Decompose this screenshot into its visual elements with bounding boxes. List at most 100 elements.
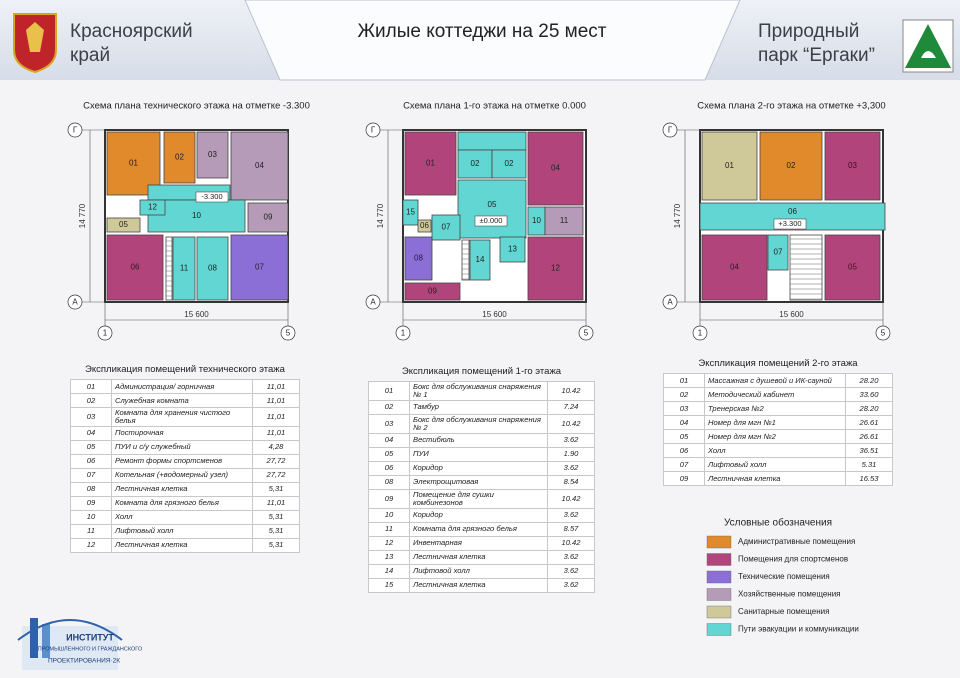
room-name: Коридор xyxy=(409,507,548,523)
table-row: 03 Тренерская №2 28.20 xyxy=(663,401,893,416)
room xyxy=(230,234,289,301)
room xyxy=(461,239,470,281)
legend-swatch xyxy=(706,553,732,566)
room xyxy=(824,131,881,201)
table-row: 01 Бокс для обслуживания снаряжения № 1 10… xyxy=(368,381,595,401)
room-area: 27,72 xyxy=(252,467,300,483)
room-name: Номер для мгн №2 xyxy=(704,429,846,444)
room xyxy=(527,236,584,301)
room-area: 3.62 xyxy=(547,549,595,565)
room-area: 11,01 xyxy=(252,379,300,394)
room-number: 07 xyxy=(442,223,451,232)
room-number: 07 xyxy=(255,263,264,272)
room-area: 4,28 xyxy=(252,439,300,455)
room-area: 27,72 xyxy=(252,453,300,469)
room-area: 36.51 xyxy=(845,443,893,458)
room-name: Вестибюль xyxy=(409,432,548,448)
room-number: 03 xyxy=(848,161,857,170)
legend-title: Условные обозначения xyxy=(724,517,832,529)
room xyxy=(491,149,527,179)
room xyxy=(701,131,758,201)
axis-label: 1 xyxy=(401,329,406,338)
room-number: 12 xyxy=(148,203,157,212)
axis-label: 5 xyxy=(286,329,291,338)
room xyxy=(230,131,289,201)
room xyxy=(404,131,457,196)
table-row: 01 Массажная с душевой и ИК-сауной 28.20 xyxy=(663,373,893,388)
room-number: 14 xyxy=(476,255,485,264)
room-number: 10 xyxy=(70,509,112,525)
room xyxy=(247,202,289,233)
table-row: 03 Комната для хранения чистого белья 11,0… xyxy=(70,407,300,427)
table-row: 04 Номер для мгн №1 26.61 xyxy=(663,415,893,430)
room-number: 08 xyxy=(368,474,410,490)
room-area: 3.62 xyxy=(547,577,595,593)
table-row: 07 Лифтовый холл 5.31 xyxy=(663,457,893,472)
table-row: 02 Служебная комната 11,01 xyxy=(70,393,300,408)
room-number: 05 xyxy=(70,439,112,455)
room-number: 02 xyxy=(175,153,184,162)
room xyxy=(196,131,229,179)
room xyxy=(701,234,768,301)
table-row: 12 Лестничная клетка 5,31 xyxy=(70,537,300,553)
room-name: Холл xyxy=(704,443,846,458)
legend-label: Технические помещения xyxy=(738,572,830,581)
room-number: 03 xyxy=(208,150,217,159)
room-area: 11,01 xyxy=(252,425,300,441)
room-area: 3.62 xyxy=(547,432,595,448)
room-number: 02 xyxy=(787,161,796,170)
room-number: 11 xyxy=(70,523,112,539)
room-area: 5.31 xyxy=(845,457,893,472)
room-area: 26.61 xyxy=(845,415,893,430)
table-row: 08 Электрощитовая 8.54 xyxy=(368,474,595,490)
room xyxy=(106,131,161,196)
room-number: 10 xyxy=(532,216,541,225)
room-name: Комната для грязного белья xyxy=(111,495,253,511)
room xyxy=(196,236,229,301)
room-name: Лестничная клетка xyxy=(111,481,253,497)
room-number: 03 xyxy=(663,401,705,416)
table-row: 06 Ремонт формы спортсменов 27,72 xyxy=(70,453,300,469)
room-area: 10.42 xyxy=(547,535,595,551)
logo-tower xyxy=(42,624,50,658)
room-name: Тренерская №2 xyxy=(704,401,846,416)
room-area: 8.57 xyxy=(547,521,595,537)
room-name: Номер для мгн №1 xyxy=(704,415,846,430)
room-area: 3.62 xyxy=(547,563,595,579)
room xyxy=(106,217,141,233)
room xyxy=(457,131,527,151)
room-number: 03 xyxy=(368,413,410,434)
axis-label: 1 xyxy=(103,329,108,338)
room-number: 01 xyxy=(426,159,435,168)
axis-bubble xyxy=(662,122,678,138)
region-line: край xyxy=(70,45,110,66)
room-area: 5,31 xyxy=(252,481,300,497)
axis-bubble xyxy=(395,325,411,341)
room-name: ПУИ и с/у служебный xyxy=(111,439,253,455)
room-number: 09 xyxy=(264,213,273,222)
room-name: Котельная (+водомерный узел) xyxy=(111,467,253,483)
room-name: Постирочная xyxy=(111,425,253,441)
room-number: 07 xyxy=(774,248,783,257)
dim-vertical: 14 770 xyxy=(78,203,87,228)
room-table-block: Экспликация помещений 2-го этажа 01 Массаж… xyxy=(663,358,893,486)
table-title: Экспликация помещений технического этажа xyxy=(85,364,285,375)
park-line: парк “Ергаки” xyxy=(758,45,875,66)
room-area: 10.42 xyxy=(547,488,595,509)
room-number: 04 xyxy=(368,432,410,448)
park-logo xyxy=(905,24,951,68)
plan-title: Схема плана 2-го этажа на отметке +3,300 xyxy=(697,101,885,112)
room-name: Методический кабинет xyxy=(704,387,846,402)
table-row: 05 ПУИ 1.90 xyxy=(368,446,595,462)
room-number: 04 xyxy=(663,415,705,430)
logo-text: ИНСТИТУТ xyxy=(66,632,114,642)
title-panel xyxy=(244,0,741,81)
table-row: 09 Помещение для сушки комбинезонов 10.42 xyxy=(368,488,595,509)
room xyxy=(759,131,823,201)
table-row: 14 Лифтовой холл 3.62 xyxy=(368,563,595,579)
room-area: 10.42 xyxy=(547,413,595,434)
room-number: 05 xyxy=(119,220,128,229)
room-name: Инвентарная xyxy=(409,535,548,551)
room-name: Бокс для обслуживания снаряжения № 1 xyxy=(409,381,548,401)
room xyxy=(789,234,823,301)
